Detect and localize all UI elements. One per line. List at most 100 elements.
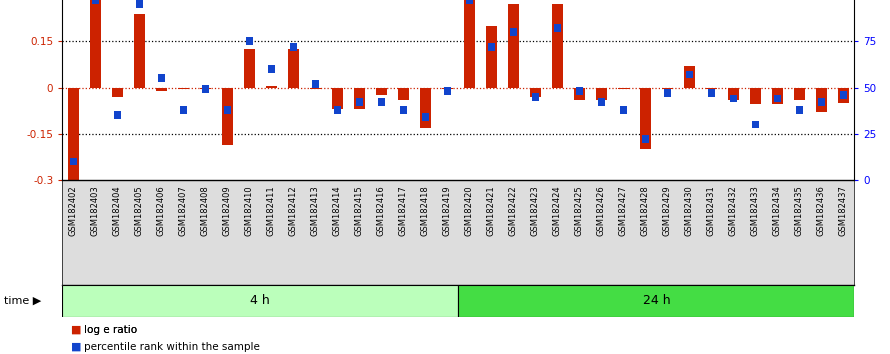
Bar [772, 87, 783, 104]
Text: GSM182424: GSM182424 [553, 185, 562, 236]
Bar [706, 87, 716, 89]
Bar [90, 0, 101, 87]
Bar [596, 87, 607, 100]
Bar [686, 71, 692, 78]
Text: 4 h: 4 h [250, 295, 271, 308]
Text: ■ log e ratio: ■ log e ratio [71, 325, 137, 335]
Bar [662, 87, 673, 89]
Bar [642, 136, 649, 143]
Text: GSM182432: GSM182432 [729, 185, 738, 236]
Bar [422, 113, 429, 121]
Text: GSM182426: GSM182426 [597, 185, 606, 236]
Bar [310, 87, 320, 89]
Bar [816, 87, 827, 112]
Text: GSM182430: GSM182430 [685, 185, 694, 236]
Bar [640, 87, 651, 149]
Text: GSM182410: GSM182410 [245, 185, 254, 236]
Bar [774, 95, 781, 102]
Bar [574, 87, 585, 100]
Bar [532, 93, 538, 101]
Bar [68, 87, 79, 180]
Text: time ▶: time ▶ [4, 296, 42, 306]
Bar [156, 87, 166, 91]
Bar [378, 98, 384, 106]
Bar [112, 87, 123, 97]
Bar [398, 87, 409, 100]
Text: GSM182436: GSM182436 [817, 185, 826, 236]
Bar [684, 66, 695, 87]
Text: GSM182404: GSM182404 [113, 185, 122, 236]
Bar [312, 80, 319, 88]
Bar [266, 86, 277, 87]
Bar [268, 65, 275, 73]
Text: GSM182417: GSM182417 [399, 185, 408, 236]
Bar [180, 106, 187, 114]
Bar [244, 49, 255, 87]
Text: GSM182413: GSM182413 [311, 185, 320, 236]
Text: 24 h: 24 h [643, 295, 670, 308]
Text: GSM182427: GSM182427 [619, 185, 627, 236]
Bar [158, 74, 165, 82]
Text: GSM182408: GSM182408 [201, 185, 210, 236]
Bar [598, 98, 604, 106]
Bar [708, 89, 715, 97]
Text: GSM182421: GSM182421 [487, 185, 496, 236]
Text: GSM182420: GSM182420 [465, 185, 473, 236]
Bar [400, 106, 407, 114]
Bar [224, 106, 231, 114]
Text: GSM182431: GSM182431 [707, 185, 716, 236]
Text: ■: ■ [71, 342, 82, 352]
Bar [664, 89, 671, 97]
Bar [178, 87, 189, 89]
Bar [290, 43, 296, 51]
Bar [376, 87, 387, 95]
Bar [752, 121, 758, 129]
Bar [441, 87, 453, 89]
Text: GSM182407: GSM182407 [179, 185, 188, 236]
Text: log e ratio: log e ratio [84, 325, 137, 335]
Text: GSM182428: GSM182428 [641, 185, 650, 236]
Bar [62, 285, 458, 317]
Bar [554, 24, 561, 32]
Bar [728, 87, 739, 100]
Bar [246, 38, 253, 45]
Text: percentile rank within the sample: percentile rank within the sample [84, 342, 260, 352]
Bar [458, 285, 854, 317]
Text: GSM182418: GSM182418 [421, 185, 430, 236]
Bar [222, 87, 233, 144]
Bar [354, 87, 365, 109]
Bar [576, 87, 583, 95]
Bar [837, 87, 849, 103]
Bar [730, 95, 737, 102]
Bar [466, 0, 473, 4]
Bar [332, 87, 343, 109]
Text: GSM182411: GSM182411 [267, 185, 276, 236]
Bar [794, 87, 805, 100]
Text: GSM182425: GSM182425 [575, 185, 584, 236]
Bar [486, 26, 497, 87]
Bar [444, 87, 450, 95]
Bar [92, 0, 99, 4]
Bar [620, 106, 627, 114]
Bar [114, 112, 121, 119]
Bar [508, 4, 519, 87]
Text: GSM182422: GSM182422 [509, 185, 518, 236]
Text: GSM182437: GSM182437 [839, 185, 848, 236]
Text: GSM182419: GSM182419 [443, 185, 452, 236]
Text: GSM182405: GSM182405 [134, 185, 144, 236]
Bar [134, 13, 145, 87]
Bar [334, 106, 341, 114]
Bar [464, 0, 475, 87]
Text: GSM182429: GSM182429 [663, 185, 672, 236]
Text: ■: ■ [71, 325, 82, 335]
Text: GSM182402: GSM182402 [69, 185, 77, 236]
Bar [202, 86, 208, 93]
Text: GSM182403: GSM182403 [91, 185, 100, 236]
Bar [552, 4, 562, 87]
Text: GSM182415: GSM182415 [355, 185, 364, 236]
Bar [287, 49, 299, 87]
Bar [510, 28, 517, 36]
Text: GSM182423: GSM182423 [530, 185, 540, 236]
Text: GSM182412: GSM182412 [289, 185, 298, 236]
Text: GSM182409: GSM182409 [222, 185, 231, 236]
